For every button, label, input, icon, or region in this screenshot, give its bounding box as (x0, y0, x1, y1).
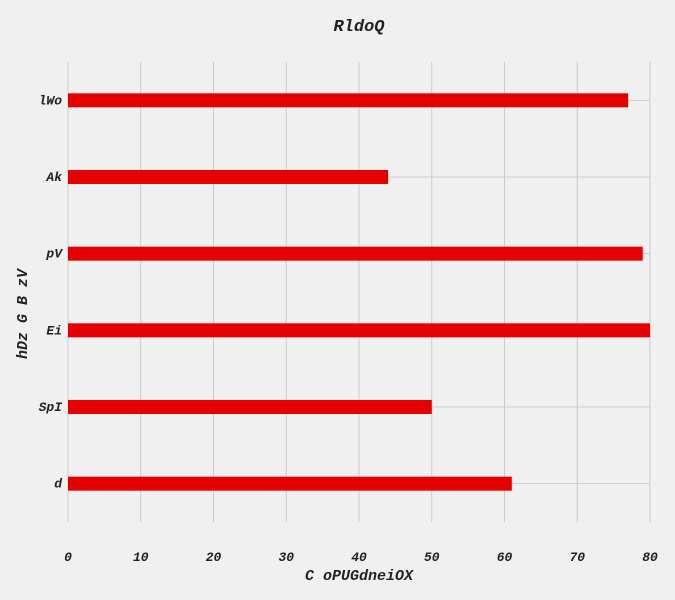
grid (67, 62, 651, 522)
bars (68, 93, 650, 491)
y-tick-label: d (54, 477, 63, 492)
x-axis-label: C oPUGdneiOX (305, 568, 414, 585)
bar-Ak (68, 170, 389, 184)
y-tick-label: SpI (39, 400, 63, 415)
x-tick-label: 0 (64, 550, 72, 565)
x-tick-label: 20 (206, 550, 222, 565)
bar-Ei (68, 323, 650, 338)
x-tick-label: 10 (133, 550, 149, 565)
y-tick-label: lWo (39, 93, 63, 108)
y-tick-label: Ak (45, 170, 62, 185)
y-axis-label: hDz G B zV (15, 267, 32, 359)
chart-title: RldoQ (333, 18, 385, 37)
x-tick-label: 50 (424, 550, 440, 565)
x-tick-label: 60 (497, 550, 513, 565)
y-tick-label: pV (45, 247, 63, 262)
x-tick-label: 40 (351, 550, 367, 565)
bar-SpI (68, 400, 432, 414)
x-tick-label: 70 (569, 550, 585, 565)
x-tick-labels: 0 10 20 30 40 50 60 70 80 (64, 550, 658, 565)
bar-pV (68, 246, 643, 261)
y-tick-label: Ei (46, 323, 62, 338)
y-tick-labels: d SpI Ei pV Ak lWo (39, 93, 64, 491)
bar-lWo (68, 93, 629, 108)
bar-d (68, 476, 512, 491)
x-tick-label: 30 (278, 550, 294, 565)
x-tick-label: 80 (642, 550, 658, 565)
